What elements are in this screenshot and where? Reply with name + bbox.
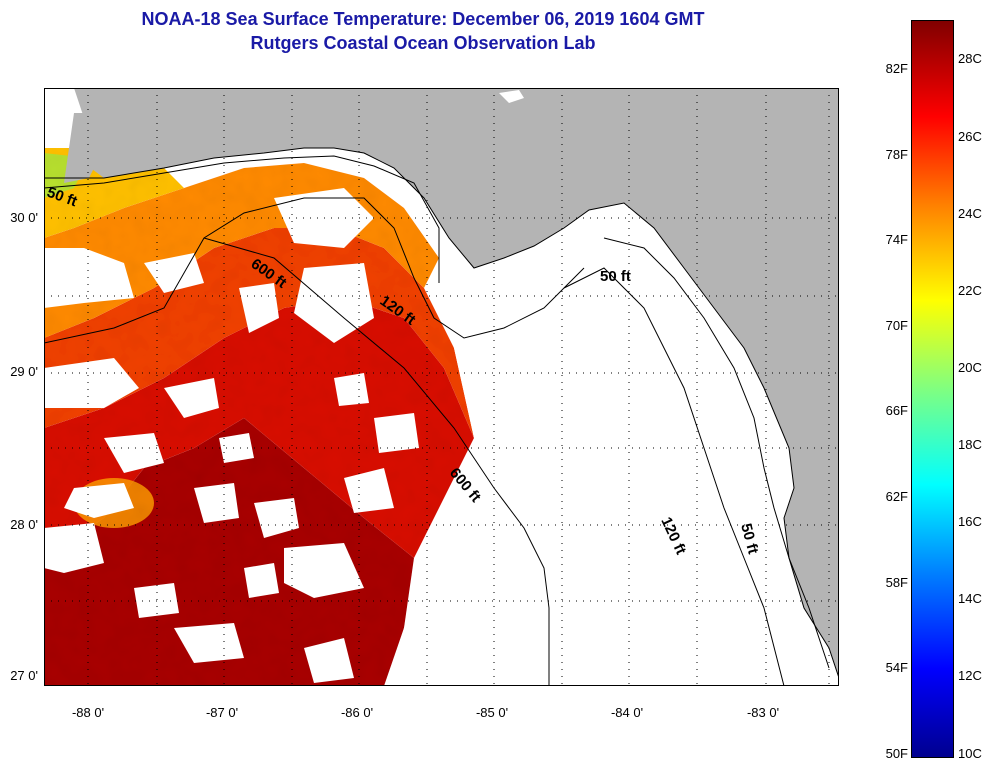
colorbar-c-22: 22C [958, 283, 982, 298]
contour-label-50ft-big-bend: 50 ft [600, 268, 631, 285]
map-subtitle: Rutgers Coastal Ocean Observation Lab [250, 33, 596, 53]
lon-label-86: -86 0' [340, 705, 374, 720]
contour-50ft-west [44, 155, 440, 283]
lon-label-84: -84 0' [610, 705, 644, 720]
contour-120ft [44, 197, 585, 344]
colorbar-c-24: 24C [958, 206, 982, 221]
colorbar-c-12: 12C [958, 668, 982, 683]
temperature-colorbar [911, 20, 954, 758]
contour-600ft [203, 237, 550, 686]
lon-label-87: -87 0' [205, 705, 239, 720]
contour-120ft-east [563, 267, 785, 686]
colorbar-f-54: 54F [885, 660, 908, 675]
colorbar-c-28: 28C [958, 51, 982, 66]
colorbar-f-78: 78F [885, 147, 908, 162]
colorbar-c-20: 20C [958, 360, 982, 375]
contour-50ft-east [603, 237, 830, 669]
lat-label-29: 29 0' [10, 364, 38, 379]
colorbar-f-70: 70F [885, 318, 908, 333]
lon-label-85: -85 0' [475, 705, 509, 720]
map-frame [44, 88, 839, 686]
colorbar-c-14: 14C [958, 591, 982, 606]
colorbar-c-26: 26C [958, 129, 982, 144]
lon-label-83: -83 0' [746, 705, 780, 720]
colorbar-f-58: 58F [885, 575, 908, 590]
lat-label-27: 27 0' [10, 668, 38, 683]
colorbar-c-18: 18C [958, 437, 982, 452]
lat-label-28: 28 0' [10, 517, 38, 532]
lon-label-88: -88 0' [71, 705, 105, 720]
map-title: NOAA-18 Sea Surface Temperature: Decembe… [141, 9, 705, 29]
inland-lake [499, 90, 524, 103]
colorbar-c-16: 16C [958, 514, 982, 529]
colorbar-f-74: 74F [885, 232, 908, 247]
coastline [44, 147, 839, 679]
bathymetry-contours [44, 155, 830, 686]
mobile-bay-shore [64, 113, 104, 183]
lat-label-30: 30 0' [10, 210, 38, 225]
colorbar-f-82: 82F [885, 61, 908, 76]
sst-map: 50 ft 600 ft 120 ft 50 ft 600 ft 120 ft … [44, 88, 839, 686]
colorbar-c-10: 10C [958, 746, 982, 761]
colorbar-f-66: 66F [885, 403, 908, 418]
colorbar-f-50: 50F [885, 746, 908, 761]
colorbar-f-62: 62F [885, 489, 908, 504]
land-mass [44, 88, 839, 678]
